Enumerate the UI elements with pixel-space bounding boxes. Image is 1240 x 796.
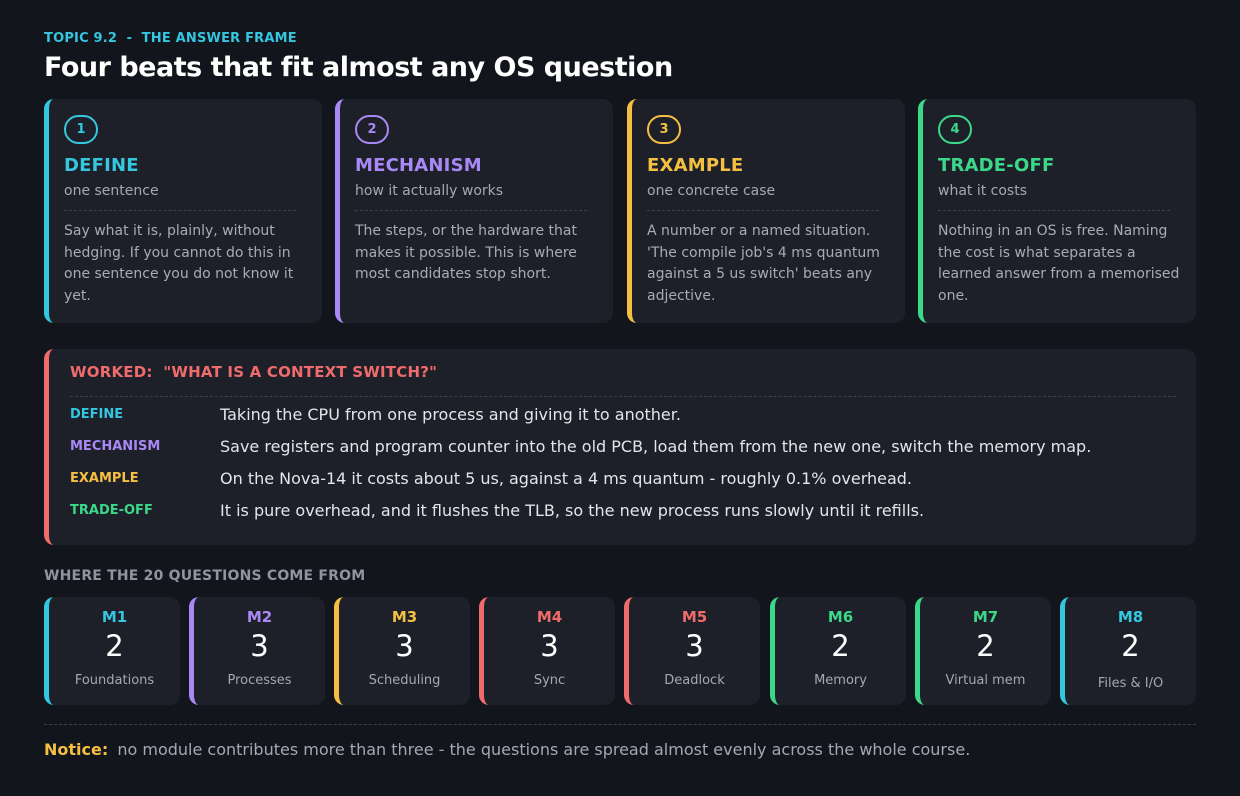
worked-row-trade-off: TRADE-OFF It is pure overhead, and it fl… <box>70 501 1190 521</box>
worked-row-text: Taking the CPU from one process and givi… <box>220 405 681 424</box>
module-code: M7 <box>972 608 999 626</box>
beat-card-example: 3 EXAMPLE one concrete case A number or … <box>627 99 905 323</box>
divider <box>355 210 587 211</box>
worked-row-label: TRADE-OFF <box>70 503 153 518</box>
module-card-m2: M2 3 Processes <box>189 597 325 705</box>
worked-example-panel: WORKED: "WHAT IS A CONTEXT SWITCH?" DEFI… <box>44 349 1196 545</box>
beat-name: MECHANISM <box>355 155 482 176</box>
beat-name: EXAMPLE <box>647 155 744 176</box>
module-name: Memory <box>814 673 867 688</box>
module-card-m7: M7 2 Virtual mem <box>915 597 1051 705</box>
worked-row-text: It is pure overhead, and it flushes the … <box>220 501 925 520</box>
module-question-count: 2 <box>105 629 124 663</box>
notice: Notice: no module contributes more than … <box>44 740 970 759</box>
module-question-count: 2 <box>831 629 850 663</box>
beat-body: The steps, or the hardware that makes it… <box>355 223 577 282</box>
worked-row-text: On the Nova-14 it costs about 5 us, agai… <box>220 469 913 488</box>
beat-body: Say what it is, plainly, without hedging… <box>64 223 294 304</box>
module-name: Sync <box>533 673 566 688</box>
beat-number-badge: 3 <box>647 115 681 144</box>
worked-row-example: EXAMPLE On the Nova-14 it costs about 5 … <box>70 469 1190 489</box>
beat-card-define: 1 DEFINE one sentence Say what it is, pl… <box>44 99 322 323</box>
module-card-m6: M6 2 Memory <box>770 597 906 705</box>
module-name: Processes <box>227 673 292 688</box>
beat-card-mechanism: 2 MECHANISM how it actually works The st… <box>335 99 613 323</box>
module-code: M6 <box>827 608 854 626</box>
module-question-count: 3 <box>540 629 559 663</box>
topic-label: TOPIC 9.2 - THE ANSWER FRAME <box>44 31 297 46</box>
module-name: Scheduling <box>368 673 441 688</box>
divider <box>938 210 1170 211</box>
module-name: Foundations <box>74 673 155 688</box>
module-card-m3: M3 3 Scheduling <box>334 597 470 705</box>
worked-row-label: EXAMPLE <box>70 471 139 486</box>
worked-row-text: Save registers and program counter into … <box>220 437 1092 456</box>
beat-name: TRADE-OFF <box>938 155 1055 176</box>
module-card-m1: M1 2 Foundations <box>44 597 180 705</box>
beat-number-badge: 2 <box>355 115 389 144</box>
divider <box>64 210 296 211</box>
module-question-count: 2 <box>1121 629 1140 663</box>
divider <box>647 210 879 211</box>
beat-cards: 1 DEFINE one sentence Say what it is, pl… <box>44 99 1196 323</box>
module-card-m5: M5 3 Deadlock <box>624 597 760 705</box>
worked-row-define: DEFINE Taking the CPU from one process a… <box>70 405 1190 425</box>
beat-card-trade-off: 4 TRADE-OFF what it costs Nothing in an … <box>918 99 1196 323</box>
module-question-count: 2 <box>976 629 995 663</box>
module-name: Files & I/O <box>1097 676 1164 691</box>
beat-name: DEFINE <box>64 155 139 176</box>
beat-number-badge: 4 <box>938 115 972 144</box>
divider <box>70 396 1176 397</box>
modules-heading: WHERE THE 20 QUESTIONS COME FROM <box>44 568 366 584</box>
worked-example-title: WORKED: "WHAT IS A CONTEXT SWITCH?" <box>70 363 438 381</box>
beat-body: A number or a named situation. 'The comp… <box>647 223 880 304</box>
module-question-count: 3 <box>250 629 269 663</box>
module-code: M1 <box>101 608 128 626</box>
module-card-m8: M8 2 Files & I/O <box>1060 597 1196 705</box>
beat-subtitle: what it costs <box>938 183 1028 199</box>
module-question-count: 3 <box>395 629 414 663</box>
module-code: M8 <box>1117 608 1144 626</box>
beat-body: Nothing in an OS is free. Naming the cos… <box>938 223 1180 304</box>
beat-subtitle: one concrete case <box>647 183 776 199</box>
module-name: Virtual mem <box>945 673 1026 688</box>
worked-row-label: MECHANISM <box>70 439 161 454</box>
module-code: M5 <box>681 608 708 626</box>
beat-subtitle: one sentence <box>64 183 159 199</box>
module-card-m4: M4 3 Sync <box>479 597 615 705</box>
worked-row-mechanism: MECHANISM Save registers and program cou… <box>70 437 1190 457</box>
notice-text: no module contributes more than three - … <box>117 740 971 759</box>
beat-number-badge: 1 <box>64 115 98 144</box>
notice-label: Notice: <box>44 740 109 759</box>
beat-subtitle: how it actually works <box>355 183 504 199</box>
module-code: M3 <box>391 608 418 626</box>
module-question-count: 3 <box>685 629 704 663</box>
worked-row-label: DEFINE <box>70 407 124 422</box>
module-code: M2 <box>246 608 273 626</box>
divider <box>44 724 1196 725</box>
module-code: M4 <box>536 608 563 626</box>
page-title: Four beats that fit almost any OS questi… <box>44 52 673 83</box>
module-name: Deadlock <box>664 673 725 688</box>
